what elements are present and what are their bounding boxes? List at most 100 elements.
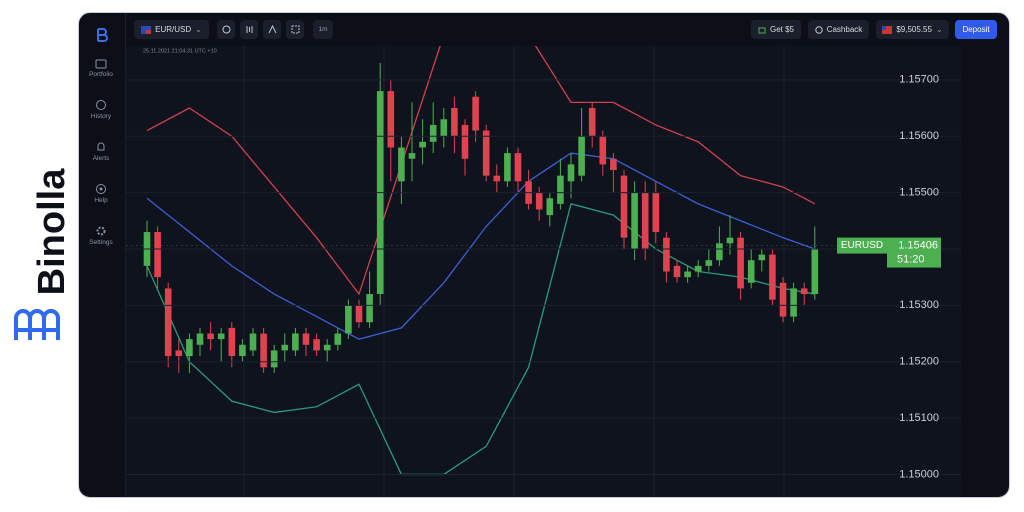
cashback: Cashback	[826, 25, 863, 34]
candle-body	[281, 344, 289, 351]
sidebar-item[interactable]: History	[79, 99, 123, 120]
flag-icon	[882, 25, 893, 34]
timeframe: 1m	[318, 26, 328, 33]
icon	[96, 226, 106, 236]
candle-body	[546, 198, 554, 216]
band-line	[146, 203, 815, 476]
candle-body	[663, 237, 670, 272]
candle-body	[747, 260, 755, 283]
tool-button[interactable]	[240, 20, 258, 39]
sidebar-item[interactable]: Help	[79, 183, 123, 204]
candle-body	[716, 243, 723, 261]
balance: $9,505.55	[896, 25, 932, 34]
pair-selector[interactable]: EUR/USD ⌄	[134, 20, 209, 39]
candle-body	[567, 164, 575, 182]
candle-body	[440, 119, 448, 137]
sidebar: Portfolio History Alerts Help Settings	[79, 13, 126, 497]
tool-button[interactable]	[217, 20, 235, 39]
pair: EUR/USD	[155, 25, 192, 34]
candle-body	[514, 153, 522, 182]
y-tick-label: 1.15300	[899, 299, 939, 311]
candle-body	[472, 96, 479, 131]
candle-body	[705, 260, 713, 266]
balance-selector[interactable]: $9,505.55 ⌄	[876, 20, 949, 39]
candle-body	[461, 124, 469, 159]
candle-body	[387, 91, 395, 148]
candle-body	[228, 327, 236, 357]
candle-body	[419, 141, 426, 148]
candle-body	[673, 265, 681, 278]
icon	[222, 25, 230, 34]
candle-body	[154, 232, 161, 278]
icon	[246, 26, 252, 33]
candle-body	[239, 344, 246, 357]
candle-body	[758, 254, 766, 261]
logo-icon	[97, 28, 108, 42]
y-tick-label: 1.15000	[899, 468, 939, 480]
candle-body	[451, 108, 458, 137]
candle-body	[779, 282, 787, 317]
deposit: Deposit	[962, 25, 990, 34]
sidebar-item[interactable]: Settings	[79, 225, 123, 246]
icon	[268, 25, 276, 34]
candle-body	[769, 254, 776, 300]
tool-button[interactable]	[263, 20, 281, 39]
timeframe-button[interactable]: 1m	[313, 20, 333, 39]
candle-body	[610, 158, 617, 171]
last-price-label: 1.15406	[898, 239, 938, 251]
candle-body	[684, 271, 691, 278]
candle-body	[631, 192, 638, 249]
band-line	[146, 152, 816, 340]
candle-body	[535, 192, 543, 210]
candle-body	[482, 130, 490, 176]
candle-body	[260, 333, 267, 368]
candle-body	[334, 333, 342, 345]
candle-body	[429, 124, 437, 142]
candle-body	[302, 333, 310, 345]
y-tick-label: 1.15600	[899, 130, 939, 142]
candle-body	[504, 153, 511, 182]
deposit-button[interactable]: Deposit	[955, 20, 997, 39]
icon	[758, 27, 766, 33]
candle-body	[694, 265, 702, 272]
y-tick-label: 1.15200	[899, 356, 939, 368]
y-tick-label: 1.15100	[899, 412, 939, 424]
icon	[815, 25, 823, 34]
caret: ⌄	[195, 25, 202, 34]
candle-body	[620, 175, 628, 238]
candle-body	[493, 175, 501, 182]
sidebar-item[interactable]: Alerts	[79, 141, 123, 162]
tool-button[interactable]	[286, 20, 304, 39]
candle-body	[557, 175, 564, 204]
candle-body	[790, 288, 797, 317]
timestamp: 25.11.2021 21:04:31 UTC +10	[143, 48, 217, 54]
candle-body	[323, 344, 331, 351]
candle-body	[588, 108, 596, 137]
sidebar-label: Portfolio	[89, 71, 113, 78]
y-tick-label: 1.15700	[899, 74, 939, 86]
brand-name: Binolla	[31, 168, 73, 296]
sidebar-label: Help	[94, 197, 108, 204]
candle-body	[175, 350, 183, 357]
brand-logo	[14, 309, 60, 340]
candle-body	[186, 339, 193, 357]
icon	[96, 184, 106, 194]
candle-body	[164, 288, 172, 357]
candle-body	[196, 333, 204, 345]
candle-body	[217, 333, 225, 340]
candle-body	[726, 237, 734, 244]
brand: Binolla	[14, 168, 73, 340]
price-badge	[887, 237, 941, 268]
flag-icon	[141, 25, 152, 34]
candle-body	[207, 333, 214, 340]
candle-body	[355, 305, 363, 323]
sidebar-item[interactable]: Portfolio	[79, 57, 123, 78]
candle-body	[292, 333, 299, 351]
vertical-grid	[243, 46, 785, 497]
candle-body	[398, 147, 405, 182]
bonus-button[interactable]: Get $5	[751, 20, 801, 39]
icon	[96, 100, 106, 110]
icon	[97, 142, 105, 151]
cashback-button[interactable]: Cashback	[808, 20, 869, 39]
